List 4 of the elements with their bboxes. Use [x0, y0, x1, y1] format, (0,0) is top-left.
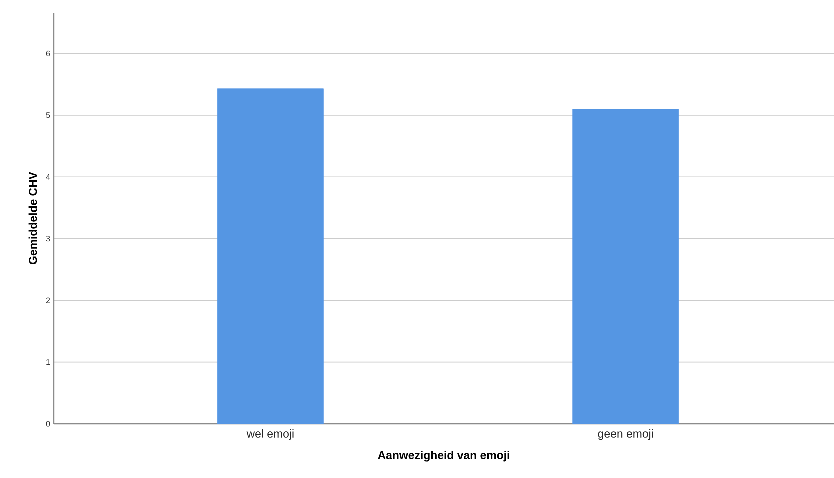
x-tick-label: wel emoji — [246, 430, 294, 440]
x-tick-label: geen emoji — [598, 430, 654, 440]
y-axis-title: Gemiddelde CHV — [28, 172, 38, 265]
x-axis-title: Aanwezigheid van emoji — [378, 451, 510, 462]
